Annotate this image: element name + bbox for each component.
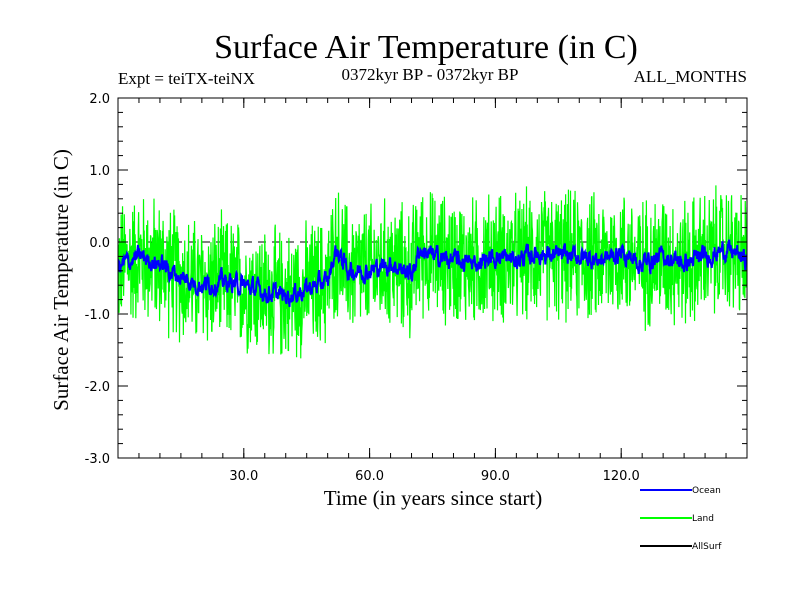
legend-label-land: Land [692, 514, 714, 524]
x-tick-label: 60.0 [355, 469, 384, 484]
legend-label-ocean: Ocean [692, 486, 721, 496]
y-axis-label: Surface Air Temperature (in C) [49, 149, 73, 411]
y-tick-label: -2.0 [85, 380, 110, 395]
series-line-ocean [118, 239, 747, 308]
months-label: ALL_MONTHS [634, 67, 747, 86]
series-layer [118, 185, 747, 359]
y-tick-label: -3.0 [85, 452, 110, 467]
x-tick-label: 30.0 [229, 469, 258, 484]
period-label: 0372kyr BP - 0372kyr BP [342, 65, 519, 84]
x-tick-label: 90.0 [481, 469, 510, 484]
y-tick-label: 1.0 [89, 164, 110, 179]
y-tick-label: 2.0 [89, 92, 110, 107]
legend: Ocean Land AllSurf [640, 486, 722, 552]
chart-title: Surface Air Temperature (in C) [214, 29, 638, 66]
axes-layer: 2.0 1.0 0.0 -1.0 -2.0 -3.0 30.0 60.0 90.0 120.0 [85, 92, 748, 484]
series-line-land [118, 185, 747, 359]
experiment-label: Expt = teiTX-teiNX [118, 69, 255, 88]
x-tick-label: 120.0 [603, 469, 640, 484]
legend-label-allsurf: AllSurf [692, 542, 722, 552]
y-tick-label: 0.0 [89, 236, 110, 251]
y-tick-label: -1.0 [85, 308, 110, 323]
x-axis-label: Time (in years since start) [324, 486, 543, 510]
